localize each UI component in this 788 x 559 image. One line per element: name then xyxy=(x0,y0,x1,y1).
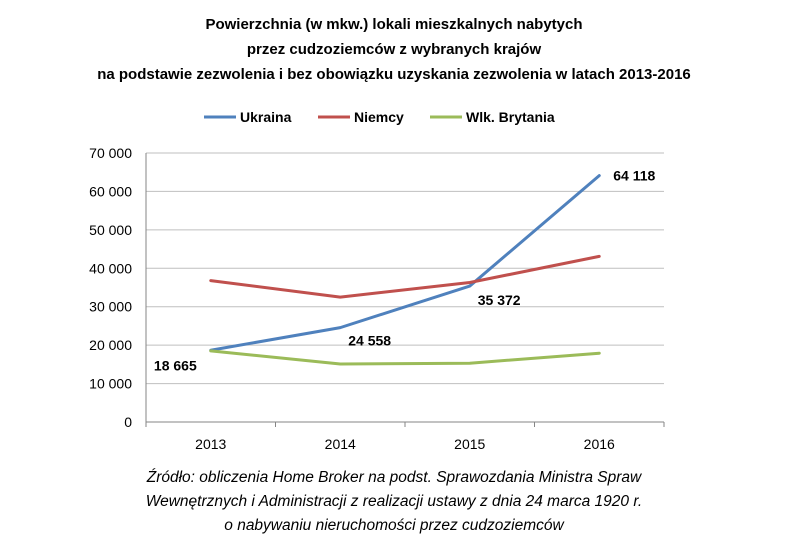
source-caption-line-3: o nabywaniu nieruchomości przez cudzozie… xyxy=(224,517,564,534)
x-tick-label-2015: 2015 xyxy=(454,436,485,452)
x-tick-label-2014: 2014 xyxy=(325,436,356,452)
series-line-ukraina xyxy=(209,174,601,352)
legend-label-niemcy: Niemcy xyxy=(354,109,404,125)
y-tick-label: 40 000 xyxy=(89,260,132,276)
series-line-niemcy xyxy=(209,254,601,299)
data-label-ukraina-2013: 18 665 xyxy=(154,357,197,373)
y-tick-label: 50 000 xyxy=(89,222,132,238)
x-tick-label-2013: 2013 xyxy=(195,436,226,452)
data-label-ukraina-2016: 64 118 xyxy=(613,168,655,184)
y-tick-label: 30 000 xyxy=(89,299,132,315)
chart-title-line-2: przez cudzoziemców z wybranych krajów xyxy=(246,41,542,58)
series-line-wlk-brytania xyxy=(209,349,601,366)
chart-title-line-3: na podstawie zezwolenia i bez obowiązku … xyxy=(97,66,691,83)
data-label-ukraina-2015: 35 372 xyxy=(478,292,521,308)
chart-title-line-1: Powierzchnia (w mkw.) lokali mieszkalnyc… xyxy=(205,16,583,33)
legend-label-ukraina: Ukraina xyxy=(240,109,292,125)
chart-title: Powierzchnia (w mkw.) lokali mieszkalnyc… xyxy=(0,12,788,87)
y-tick-label: 10 000 xyxy=(89,376,132,392)
source-caption-line-2: Wewnętrznych i Administracji z realizacj… xyxy=(145,493,643,510)
source-caption: Źródło: obliczenia Home Broker na podst.… xyxy=(0,466,788,538)
y-tick-label: 0 xyxy=(124,414,132,430)
legend-label-wlk-brytania: Wlk. Brytania xyxy=(466,109,555,125)
y-tick-label: 70 000 xyxy=(89,145,132,161)
y-tick-label: 60 000 xyxy=(89,183,132,199)
line-chart: 0 10 000 20 000 30 000 40 000 50 000 60 000 70 … xyxy=(89,109,665,452)
x-tick-label-2016: 2016 xyxy=(584,436,615,452)
source-caption-line-1: Źródło: obliczenia Home Broker na podst.… xyxy=(146,469,642,486)
data-label-ukraina-2014: 24 558 xyxy=(348,333,391,349)
y-tick-label: 20 000 xyxy=(89,337,132,353)
